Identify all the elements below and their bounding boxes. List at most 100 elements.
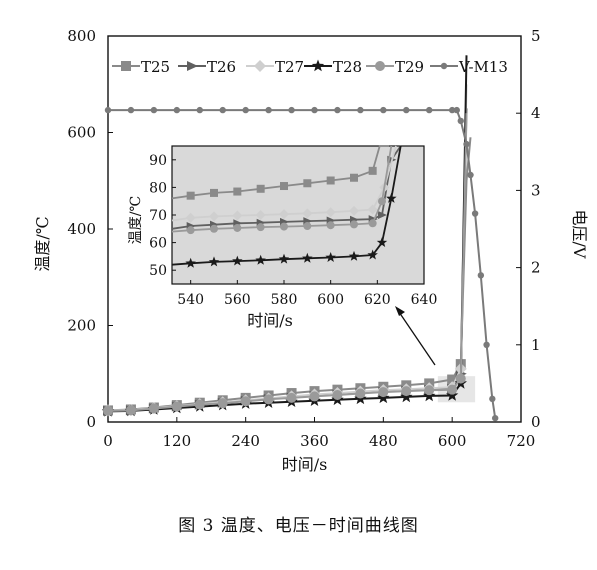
inset-data-point — [255, 254, 266, 265]
inset-plot: 540 560 580 600 620 640 50 60 70 80 90 时间/s 温度/℃ — [128, 140, 437, 340]
inset-data-point — [280, 182, 288, 191]
legend-marker — [254, 60, 266, 72]
inset-x-tick-label: 580 — [271, 292, 298, 308]
data-point — [217, 398, 228, 409]
y-tick-label: 200 — [67, 317, 96, 335]
data-point — [194, 399, 205, 410]
legend-label: T27 — [275, 58, 304, 76]
legend-label: T29 — [395, 58, 424, 76]
data-point — [219, 106, 226, 114]
data-point — [447, 374, 458, 385]
y-axis-label: 温度/℃ — [33, 216, 52, 271]
y2-tick-label: 1 — [531, 336, 541, 354]
data-point — [471, 210, 479, 217]
data-point — [463, 140, 470, 148]
data-point — [173, 106, 181, 114]
inset-x-axis-label: 时间/s — [247, 311, 293, 330]
x-axis-label: 时间/s — [282, 455, 328, 474]
inset-data-point — [233, 223, 242, 232]
data-point — [242, 106, 249, 114]
data-point — [286, 392, 297, 403]
x-tick-label: 600 — [438, 432, 467, 450]
inset-x-tick-label: 540 — [177, 292, 204, 308]
inset-data-point — [378, 211, 387, 219]
inset-data-point — [233, 187, 242, 196]
data-point — [265, 106, 272, 114]
data-point — [355, 388, 366, 399]
data-point — [448, 106, 456, 114]
data-point — [171, 401, 182, 412]
data-point — [334, 106, 341, 114]
figure-caption: 图 3 温度、电压－时间曲线图 — [178, 516, 419, 536]
y2-tick-label: 0 — [531, 413, 541, 431]
data-point — [357, 106, 364, 114]
zoom-arrow — [395, 306, 436, 366]
data-point — [403, 106, 410, 114]
main-plot: 0 120 240 360 480 600 7200200400600800012345时间… — [33, 27, 589, 474]
inset-x-tick-label: 600 — [317, 292, 344, 308]
inset-data-point — [208, 256, 220, 267]
legend-marker — [375, 61, 385, 71]
y2-tick-label: 5 — [531, 27, 541, 45]
zoom-arrow-line — [396, 308, 436, 366]
data-point — [103, 405, 113, 416]
inset-series-t28 — [171, 145, 402, 268]
inset-series-t27 — [171, 145, 397, 223]
data-point — [446, 389, 459, 401]
y2-tick-label: 2 — [531, 259, 541, 277]
x-tick-label: 480 — [369, 432, 398, 450]
inset-y-tick-label: 80 — [149, 180, 167, 196]
inset-y-tick-label: 70 — [149, 208, 167, 224]
inset-data-point — [368, 219, 377, 228]
x-tick-label: 720 — [507, 432, 536, 450]
legend-marker — [187, 61, 198, 71]
data-point — [426, 106, 433, 114]
inset-data-point — [280, 222, 288, 231]
data-point — [489, 395, 496, 403]
inset-y-tick-label: 90 — [149, 153, 167, 169]
data-point — [196, 106, 203, 114]
inset-series-t25 — [171, 145, 389, 200]
data-point — [148, 403, 159, 414]
inset-data-point — [186, 226, 195, 235]
inset-y-tick-label: 60 — [149, 236, 167, 252]
legend-label: T26 — [207, 58, 236, 76]
inset-data-point — [368, 166, 377, 175]
legend-marker — [311, 59, 325, 72]
y2-tick-label: 3 — [531, 181, 541, 199]
data-point — [447, 384, 458, 395]
inset-data-point — [325, 252, 336, 262]
data-point — [311, 106, 318, 114]
inset-x-tick-label: 560 — [224, 292, 251, 308]
inset-data-point — [326, 176, 335, 185]
data-point — [127, 106, 135, 114]
legend-marker — [121, 61, 131, 71]
inset-data-point — [185, 257, 196, 268]
data-point — [104, 106, 112, 114]
data-point — [378, 387, 389, 398]
inset-data-point — [209, 211, 219, 222]
data-point — [401, 386, 412, 397]
data-point — [491, 414, 499, 422]
inset-y-axis-label: 温度/℃ — [128, 196, 144, 244]
inset-data-point — [302, 208, 313, 219]
data-point — [467, 171, 474, 179]
legend: T25 T26 T27 T28 T29 V-M13 — [112, 58, 508, 76]
x-tick-label: 360 — [300, 432, 329, 450]
data-point — [483, 341, 490, 348]
data-point — [423, 389, 436, 402]
data-point — [240, 396, 251, 407]
data-point — [332, 389, 343, 400]
inset-data-point — [278, 253, 290, 264]
data-point — [288, 106, 295, 114]
data-point — [150, 106, 158, 114]
inset-data-point — [255, 210, 266, 220]
series-t29 — [103, 113, 468, 416]
series-v-m13 — [104, 106, 499, 422]
y-tick-label: 800 — [67, 27, 96, 45]
data-point — [400, 390, 413, 403]
inset-data-point — [376, 237, 388, 247]
inset-data-point — [232, 210, 243, 221]
inset-y-tick-label: 50 — [149, 263, 167, 279]
legend-label: V-M13 — [458, 58, 508, 76]
